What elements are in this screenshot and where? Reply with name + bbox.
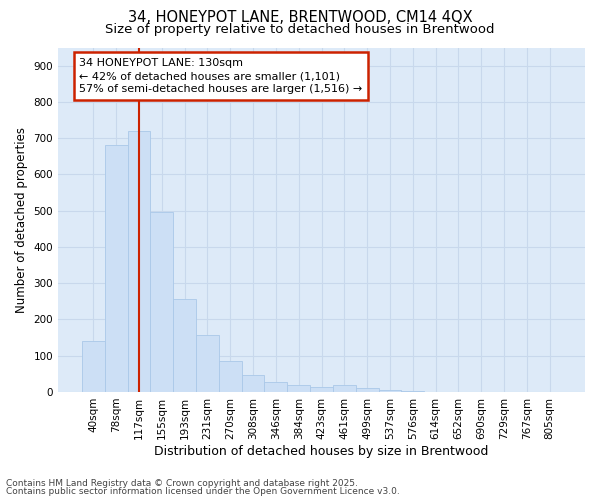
Bar — [82, 341, 105, 392]
Bar — [219, 361, 242, 392]
Bar — [401, 391, 424, 392]
Text: Contains HM Land Registry data © Crown copyright and database right 2025.: Contains HM Land Registry data © Crown c… — [6, 478, 358, 488]
Text: Size of property relative to detached houses in Brentwood: Size of property relative to detached ho… — [105, 22, 495, 36]
Bar — [310, 386, 333, 392]
Bar — [287, 384, 310, 392]
Text: 34, HONEYPOT LANE, BRENTWOOD, CM14 4QX: 34, HONEYPOT LANE, BRENTWOOD, CM14 4QX — [128, 10, 472, 25]
Bar — [196, 335, 219, 392]
Bar — [173, 300, 196, 392]
Text: 34 HONEYPOT LANE: 130sqm
← 42% of detached houses are smaller (1,101)
57% of sem: 34 HONEYPOT LANE: 130sqm ← 42% of detach… — [79, 58, 362, 94]
Bar — [242, 374, 265, 392]
X-axis label: Distribution of detached houses by size in Brentwood: Distribution of detached houses by size … — [154, 444, 489, 458]
Y-axis label: Number of detached properties: Number of detached properties — [15, 126, 28, 312]
Bar — [333, 384, 356, 392]
Bar — [128, 131, 151, 392]
Bar — [265, 382, 287, 392]
Bar — [151, 212, 173, 392]
Bar — [356, 388, 379, 392]
Bar — [105, 146, 128, 392]
Bar — [379, 390, 401, 392]
Text: Contains public sector information licensed under the Open Government Licence v3: Contains public sector information licen… — [6, 487, 400, 496]
